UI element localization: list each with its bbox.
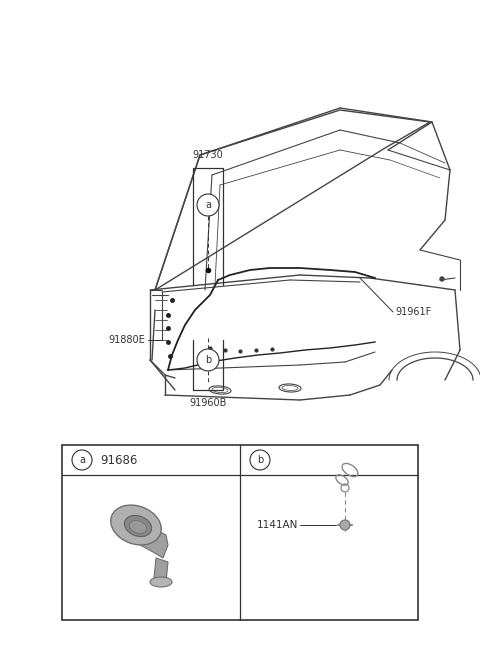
Text: 91880E: 91880E — [108, 335, 145, 345]
Ellipse shape — [129, 521, 147, 533]
Ellipse shape — [111, 505, 161, 545]
Polygon shape — [154, 558, 168, 582]
Circle shape — [72, 450, 92, 470]
Text: a: a — [205, 200, 211, 210]
Text: 91686: 91686 — [100, 453, 137, 466]
Circle shape — [197, 194, 219, 216]
Text: 1141AN: 1141AN — [257, 520, 298, 530]
Text: 91961F: 91961F — [395, 307, 431, 317]
Circle shape — [440, 277, 444, 281]
Circle shape — [340, 520, 350, 530]
Ellipse shape — [150, 577, 172, 587]
Bar — [62, 445, 418, 620]
Ellipse shape — [124, 516, 152, 537]
Text: b: b — [205, 355, 211, 365]
Text: 91730: 91730 — [192, 150, 223, 160]
Text: a: a — [79, 455, 85, 465]
Polygon shape — [128, 532, 168, 558]
Text: b: b — [257, 455, 263, 465]
Circle shape — [250, 450, 270, 470]
Text: 91960B: 91960B — [189, 398, 227, 408]
Circle shape — [197, 349, 219, 371]
